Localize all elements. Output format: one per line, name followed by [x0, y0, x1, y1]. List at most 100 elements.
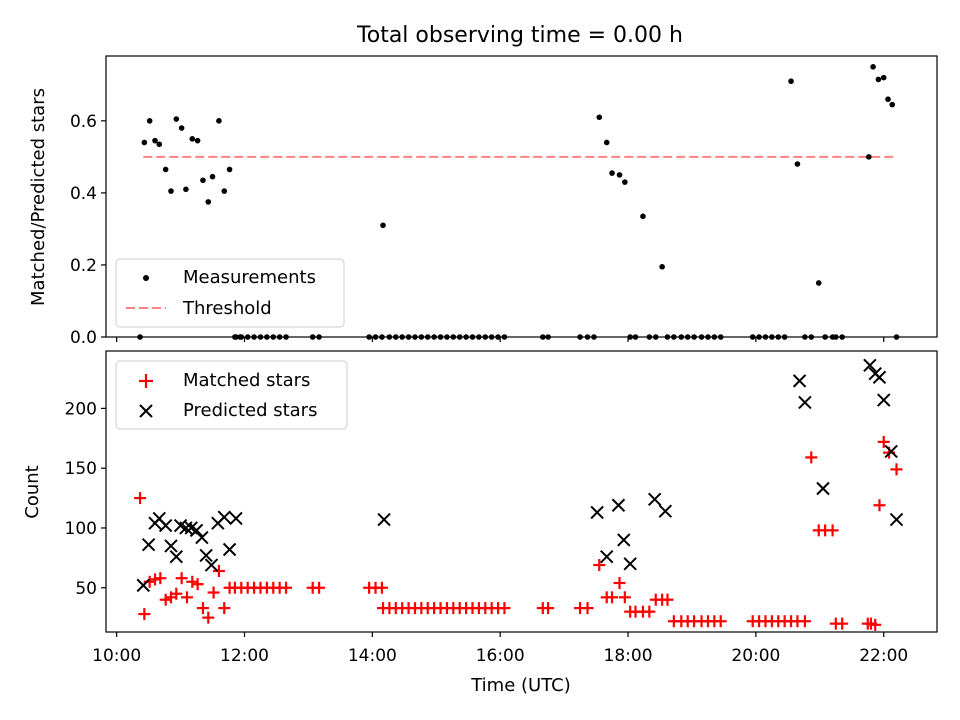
top-y-tick-label: 0.2 [70, 256, 97, 276]
measurement-point [309, 334, 316, 340]
measurement-point [603, 139, 610, 146]
measurement-point [794, 161, 801, 167]
matched-points [134, 435, 903, 631]
measurement-point [815, 280, 822, 286]
top-y-tick-label: 0.4 [70, 184, 97, 204]
predicted-point [863, 358, 877, 373]
matched-point [805, 451, 818, 464]
measurement-point [463, 334, 469, 340]
measurement-point [418, 334, 425, 340]
measurement-point [652, 334, 659, 340]
measurement-point [209, 173, 216, 180]
matched-point [618, 591, 631, 604]
matched-point [138, 608, 151, 621]
measurement-point [717, 334, 724, 340]
x-tick-label: 16:00 [476, 646, 525, 666]
matched-point [498, 602, 511, 615]
top-y-tick-label: 0.0 [70, 328, 97, 348]
matched-point [826, 524, 839, 537]
bottom-y-tick-label: 50 [75, 579, 97, 599]
matched-point [170, 587, 183, 600]
predicted-point [189, 523, 204, 538]
matched-point [661, 593, 674, 606]
measurement-point [257, 334, 264, 340]
bottom-y-tick-label: 200 [65, 399, 97, 419]
matched-point [877, 435, 890, 448]
measurement-point [173, 116, 180, 122]
measurement-point [646, 334, 653, 340]
bottom-legend-box [115, 360, 348, 430]
measurement-point [316, 334, 322, 340]
measurement-point [711, 334, 718, 340]
top-legend: Measurements Threshold [115, 258, 345, 328]
bottom-x-ticks: 10:00 12:00 14:00 16:00 18:00 20:00 22:00 [92, 632, 908, 666]
bottom-panel: 50 100 150 200 10:00 12:00 14:00 16:00 18:00 20:… [22, 350, 938, 696]
measurement-point [162, 166, 169, 173]
measurement-point [488, 334, 495, 340]
measurement-point [664, 334, 671, 340]
bottom-y-ticks: 50 100 150 200 [65, 399, 106, 599]
bottom-y-tick-label: 100 [65, 519, 97, 539]
predicted-point [872, 370, 887, 385]
predicted-point [647, 492, 662, 506]
measurement-point [476, 334, 482, 340]
measurement-point [156, 141, 163, 148]
matched-point [613, 576, 626, 589]
matched-point [149, 573, 162, 586]
measurement-point [276, 334, 283, 340]
measurement-point [749, 334, 756, 340]
measurement-point [437, 334, 444, 340]
top-y-ticks: 0.0 0.2 0.4 0.6 [70, 112, 106, 348]
measurement-point [183, 186, 189, 193]
measurement-point [189, 136, 196, 142]
predicted-point [195, 530, 209, 545]
matched-point [186, 575, 199, 588]
measurement-point [632, 334, 639, 340]
measurement-point [431, 334, 437, 340]
matched-point [218, 602, 231, 615]
legend-label-predicted: Predicted stars [183, 400, 317, 421]
predicted-point [792, 374, 807, 388]
measurement-point [141, 139, 148, 146]
measurement-point [627, 334, 633, 340]
predicted-point [136, 578, 150, 593]
matched-point [313, 581, 326, 594]
predicted-point [600, 549, 614, 564]
measurement-point [596, 114, 603, 121]
predicted-point [590, 505, 604, 520]
measurement-point [450, 334, 457, 340]
measurement-point [839, 334, 845, 340]
measurement-point [233, 334, 239, 340]
measurement-point [684, 334, 691, 340]
legend-label-measurements: Measurements [183, 267, 316, 288]
measurement-point [456, 334, 463, 340]
x-tick-label: 10:00 [92, 646, 141, 666]
bottom-legend: Matched stars Predicted stars [115, 360, 348, 430]
measurement-point [146, 118, 153, 124]
x-tick-label: 20:00 [731, 646, 780, 666]
top-legend-box [115, 258, 345, 328]
measurement-point [545, 334, 551, 340]
measurement-point [788, 78, 794, 85]
matched-point [175, 572, 188, 585]
measurement-point [640, 213, 646, 220]
predicted-point [217, 510, 231, 524]
measurement-point [775, 334, 782, 340]
measurement-point [238, 334, 245, 340]
measurement-point [659, 263, 665, 270]
matched-point [798, 615, 811, 628]
predicted-point [164, 539, 178, 553]
measurement-point [221, 188, 228, 194]
predicted-point [204, 558, 219, 572]
legend-label-threshold: Threshold [182, 298, 272, 319]
x-tick-label: 18:00 [604, 646, 653, 666]
x-tick-label: 12:00 [220, 646, 269, 666]
measurement-point [392, 334, 399, 340]
predicted-point [617, 533, 631, 547]
x-tick-label: 14:00 [348, 646, 397, 666]
measurement-point [270, 334, 277, 340]
measurement-point [808, 334, 815, 340]
measurement-point [584, 334, 591, 340]
predicted-point [884, 444, 898, 459]
measurement-point [501, 334, 508, 340]
